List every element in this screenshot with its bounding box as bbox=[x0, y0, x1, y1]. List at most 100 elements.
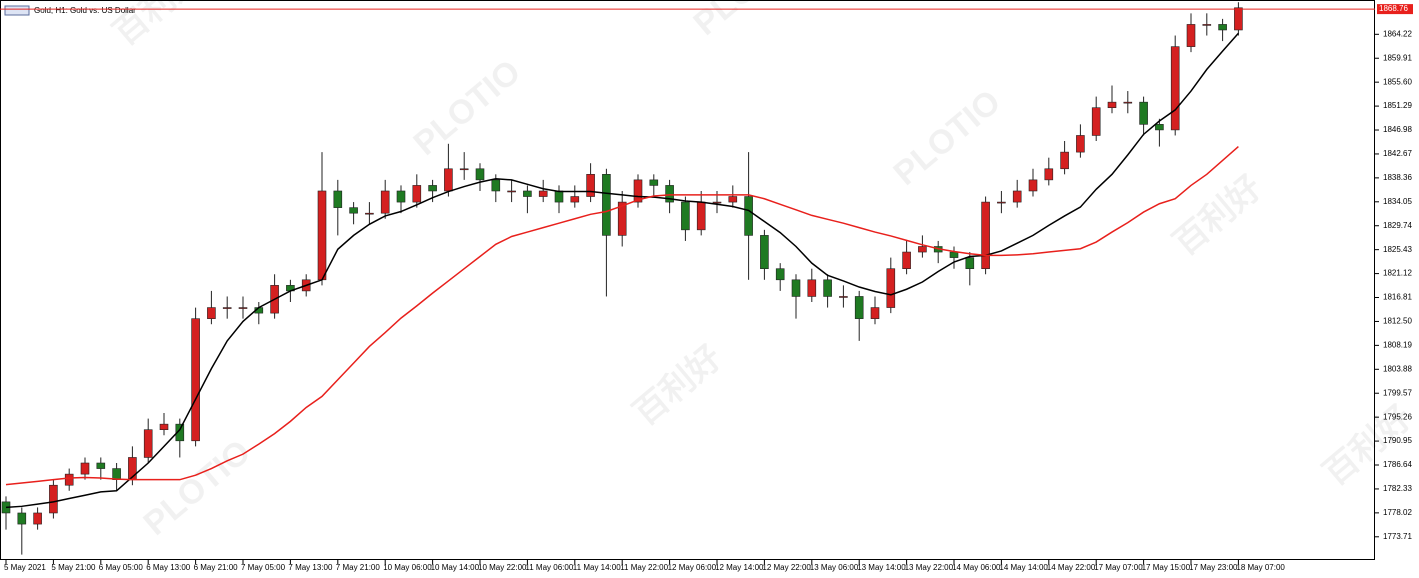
y-tick-label: 1846.98 bbox=[1383, 125, 1412, 134]
candle-body bbox=[570, 196, 580, 203]
x-tick-label: 17 May 07:00 bbox=[1094, 563, 1143, 572]
candle-body bbox=[49, 484, 58, 514]
candle-body bbox=[222, 307, 232, 309]
candle-body bbox=[1076, 135, 1085, 153]
candle-body bbox=[1155, 124, 1164, 131]
candle-body bbox=[1012, 190, 1022, 203]
symbol-icon bbox=[4, 5, 30, 16]
candle-body bbox=[1091, 107, 1101, 136]
candle-body bbox=[981, 201, 990, 270]
last-price-label: 1868.76 bbox=[1379, 4, 1408, 13]
candle-body bbox=[602, 174, 611, 236]
candle-body bbox=[491, 179, 501, 192]
x-tick-label: 13 May 14:00 bbox=[857, 563, 906, 572]
last-price-box bbox=[1377, 4, 1413, 15]
x-tick-label: 12 May 22:00 bbox=[762, 563, 811, 572]
candle-body bbox=[886, 268, 896, 308]
x-tick-label: 10 May 06:00 bbox=[383, 563, 432, 572]
y-tick-label: 1842.67 bbox=[1383, 149, 1412, 158]
y-tick-label: 1773.71 bbox=[1383, 532, 1412, 541]
candle-body bbox=[870, 307, 880, 319]
plot-frame bbox=[0, 0, 1375, 560]
candle-body bbox=[854, 296, 864, 319]
x-tick-label: 5 May 21:00 bbox=[51, 563, 96, 572]
candle-body bbox=[1186, 24, 1196, 47]
candle-body bbox=[633, 179, 643, 203]
candle-body bbox=[64, 473, 74, 486]
y-tick-label: 1864.22 bbox=[1383, 29, 1412, 38]
candle-body bbox=[681, 201, 690, 231]
x-tick-label: 13 May 22:00 bbox=[905, 563, 954, 572]
candle-body bbox=[191, 318, 200, 442]
x-tick-label: 11 May 06:00 bbox=[525, 563, 573, 572]
x-tick-label: 7 May 05:00 bbox=[241, 563, 286, 572]
y-tick-label: 1808.19 bbox=[1383, 340, 1412, 349]
x-tick-label: 11 May 14:00 bbox=[573, 563, 621, 572]
moving-average bbox=[5, 32, 1239, 509]
x-tick-label: 14 May 06:00 bbox=[952, 563, 1001, 572]
candle-body bbox=[997, 201, 1006, 204]
candle-body bbox=[1107, 101, 1117, 109]
candle-body bbox=[17, 512, 27, 525]
y-tick-label: 1816.81 bbox=[1383, 293, 1412, 302]
candle-body bbox=[1139, 101, 1148, 125]
x-tick-label: 14 May 14:00 bbox=[999, 563, 1048, 572]
candle-body bbox=[1028, 179, 1038, 192]
candle-body bbox=[475, 168, 485, 181]
candle-body bbox=[1234, 7, 1243, 31]
candle-body bbox=[238, 307, 248, 309]
y-tick-label: 1790.95 bbox=[1383, 436, 1412, 445]
candle-body bbox=[143, 429, 153, 458]
candle-body bbox=[365, 212, 374, 215]
x-tick-label: 11 May 22:00 bbox=[620, 563, 668, 572]
y-tick-label: 1795.26 bbox=[1383, 412, 1412, 421]
candle-body bbox=[523, 190, 532, 197]
candle-body bbox=[349, 207, 358, 214]
x-tick-label: 14 May 22:00 bbox=[1047, 563, 1096, 572]
x-tick-label: 17 May 23:00 bbox=[1189, 563, 1238, 572]
candle-body bbox=[554, 190, 564, 203]
candle-body bbox=[728, 196, 738, 203]
x-tick-label: 6 May 05:00 bbox=[99, 563, 144, 572]
candle-body bbox=[459, 168, 469, 171]
candle-body bbox=[317, 190, 327, 281]
candle-body bbox=[538, 190, 548, 197]
y-tick-label: 1838.36 bbox=[1383, 173, 1412, 182]
y-tick-label: 1829.74 bbox=[1383, 221, 1412, 230]
candle-body bbox=[333, 190, 343, 208]
y-tick-label: 1778.02 bbox=[1383, 508, 1412, 517]
candle-body bbox=[823, 279, 832, 297]
y-tick-label: 1859.91 bbox=[1383, 53, 1412, 62]
y-tick-label: 1834.05 bbox=[1383, 197, 1412, 206]
moving-average bbox=[5, 146, 1239, 486]
y-tick-label: 1786.64 bbox=[1383, 460, 1412, 469]
x-tick-label: 12 May 14:00 bbox=[715, 563, 764, 572]
y-tick-label: 1799.57 bbox=[1383, 388, 1412, 397]
y-tick-label: 1782.33 bbox=[1383, 484, 1412, 493]
candle-body bbox=[396, 190, 406, 203]
candle-body bbox=[1044, 168, 1054, 181]
candle-body bbox=[1170, 46, 1180, 131]
y-tick-label: 1812.50 bbox=[1383, 317, 1412, 326]
y-tick-label: 1851.29 bbox=[1383, 101, 1412, 110]
candle-body bbox=[949, 251, 959, 258]
candle-body bbox=[791, 279, 801, 297]
x-tick-label: 10 May 22:00 bbox=[478, 563, 527, 572]
candle-body bbox=[428, 185, 437, 192]
candle-body bbox=[902, 251, 911, 270]
candle-body bbox=[617, 201, 627, 236]
y-tick-label: 1821.12 bbox=[1383, 269, 1412, 278]
candle-body bbox=[175, 423, 185, 442]
candle-body bbox=[712, 201, 722, 204]
chart-title: Gold, H1: Gold vs. US Dollar bbox=[34, 6, 136, 15]
x-tick-label: 13 May 06:00 bbox=[810, 563, 859, 572]
candle-body bbox=[1202, 24, 1212, 26]
candle-body bbox=[839, 296, 848, 298]
x-tick-label: 5 May 2021 bbox=[4, 563, 46, 572]
x-tick-label: 10 May 14:00 bbox=[431, 563, 480, 572]
candle-body bbox=[665, 185, 674, 203]
x-tick-label: 7 May 21:00 bbox=[336, 563, 381, 572]
candle-body bbox=[586, 174, 595, 197]
